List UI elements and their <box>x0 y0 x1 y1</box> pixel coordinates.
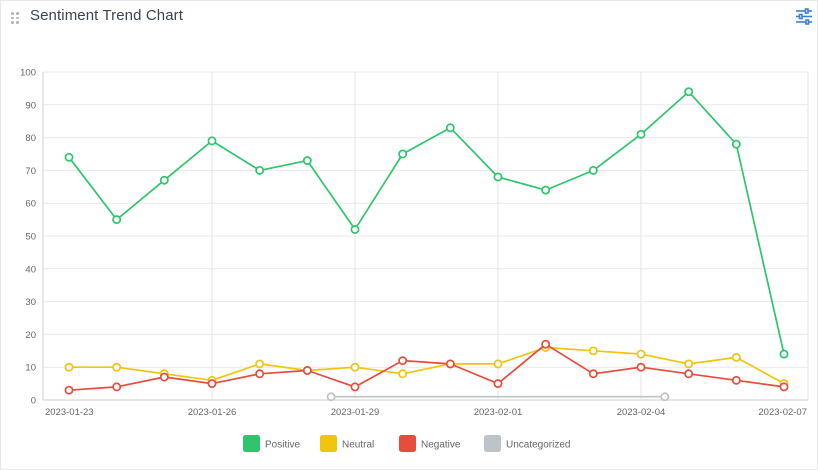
legend-item-uncategorized[interactable]: Uncategorized <box>484 435 570 452</box>
data-point-negative[interactable] <box>112 382 122 392</box>
data-point-neutral[interactable] <box>731 352 741 362</box>
chart-header: Sentiment Trend Chart <box>0 0 818 34</box>
x-axis: 2023-01-23 2023-01-26 2023-01-29 2023-02-01… <box>45 407 807 418</box>
data-point-neutral[interactable] <box>588 346 598 356</box>
data-point-neutral[interactable] <box>350 362 360 372</box>
legend-label: Negative <box>421 440 461 451</box>
data-point-positive[interactable] <box>64 152 74 162</box>
legend-item-neutral[interactable]: Neutral <box>320 435 374 452</box>
legend: Positive Neutral Negative Uncategorized <box>243 435 570 452</box>
series-line-positive <box>68 90 785 355</box>
data-point-positive[interactable] <box>350 224 360 234</box>
legend-label: Neutral <box>342 440 374 451</box>
y-tick-label: 10 <box>25 363 36 374</box>
legend-item-negative[interactable]: Negative <box>399 435 461 452</box>
data-point-positive[interactable] <box>779 349 789 359</box>
data-point-positive[interactable] <box>398 149 408 159</box>
data-point-positive[interactable] <box>302 156 312 166</box>
data-point-negative[interactable] <box>350 382 360 392</box>
grid <box>42 71 809 401</box>
data-point-negative[interactable] <box>398 356 408 366</box>
y-tick-label: 30 <box>25 297 36 308</box>
y-tick-label: 20 <box>25 330 36 341</box>
data-point-negative[interactable] <box>588 369 598 379</box>
x-tick-label: 2023-02-04 <box>617 407 666 418</box>
y-tick-label: 60 <box>25 199 36 210</box>
data-point-negative[interactable] <box>636 362 646 372</box>
y-tick-label: 50 <box>25 232 36 243</box>
data-point-neutral[interactable] <box>255 359 265 369</box>
y-tick-label: 70 <box>25 166 36 177</box>
y-tick-label: 40 <box>25 264 36 275</box>
data-point-neutral[interactable] <box>636 349 646 359</box>
data-point-negative[interactable] <box>779 382 789 392</box>
page-title: Sentiment Trend Chart <box>30 7 184 24</box>
data-point-positive[interactable] <box>541 185 551 195</box>
y-tick-label: 100 <box>20 68 36 79</box>
data-point-negative[interactable] <box>493 379 503 389</box>
data-point-positive[interactable] <box>112 215 122 225</box>
data-point-neutral[interactable] <box>398 369 408 379</box>
legend-label: Uncategorized <box>506 440 570 451</box>
legend-label: Positive <box>265 440 300 451</box>
x-tick-label: 2023-02-07 <box>758 407 807 418</box>
data-point-positive[interactable] <box>159 175 169 185</box>
data-point-positive[interactable] <box>255 165 265 175</box>
data-point-neutral[interactable] <box>112 362 122 372</box>
data-point-negative[interactable] <box>302 366 312 375</box>
x-tick-label: 2023-01-23 <box>45 407 94 418</box>
data-point-positive[interactable] <box>731 139 741 149</box>
data-point-negative[interactable] <box>731 375 741 385</box>
data-point-positive[interactable] <box>445 123 455 133</box>
series-line-negative <box>68 343 785 392</box>
data-point-negative[interactable] <box>64 385 74 395</box>
x-tick-label: 2023-01-26 <box>188 407 237 418</box>
data-point-negative[interactable] <box>255 369 265 379</box>
data-point-uncategorized[interactable] <box>326 392 336 402</box>
data-point-negative[interactable] <box>159 372 169 382</box>
data-point-neutral[interactable] <box>493 359 503 369</box>
data-point-neutral[interactable] <box>64 362 74 372</box>
data-point-positive[interactable] <box>588 165 598 175</box>
series-line-neutral <box>69 346 785 385</box>
drag-handle-icon[interactable] <box>11 12 21 24</box>
data-point-neutral[interactable] <box>684 359 694 369</box>
legend-swatch <box>484 435 501 452</box>
data-point-uncategorized[interactable] <box>660 392 670 402</box>
x-tick-label: 2023-01-29 <box>331 407 380 418</box>
data-point-positive[interactable] <box>207 136 217 146</box>
legend-swatch <box>399 435 416 452</box>
y-tick-label: 90 <box>25 100 36 111</box>
series-group <box>64 87 789 402</box>
data-point-negative[interactable] <box>207 379 217 389</box>
data-point-positive[interactable] <box>636 129 646 139</box>
data-point-positive[interactable] <box>684 87 694 97</box>
sliders-settings-icon[interactable] <box>795 8 813 25</box>
y-axis: 0 10 20 30 40 50 60 70 80 90 100 <box>20 68 36 407</box>
y-tick-label: 0 <box>31 396 36 407</box>
data-point-positive[interactable] <box>493 172 503 182</box>
legend-swatch <box>243 435 260 452</box>
legend-item-positive[interactable]: Positive <box>243 435 300 452</box>
data-point-negative[interactable] <box>541 339 551 349</box>
y-tick-label: 80 <box>25 133 36 144</box>
x-tick-label: 2023-02-01 <box>474 407 523 418</box>
data-point-negative[interactable] <box>684 369 694 379</box>
data-point-negative[interactable] <box>445 359 455 369</box>
legend-swatch <box>320 435 337 452</box>
